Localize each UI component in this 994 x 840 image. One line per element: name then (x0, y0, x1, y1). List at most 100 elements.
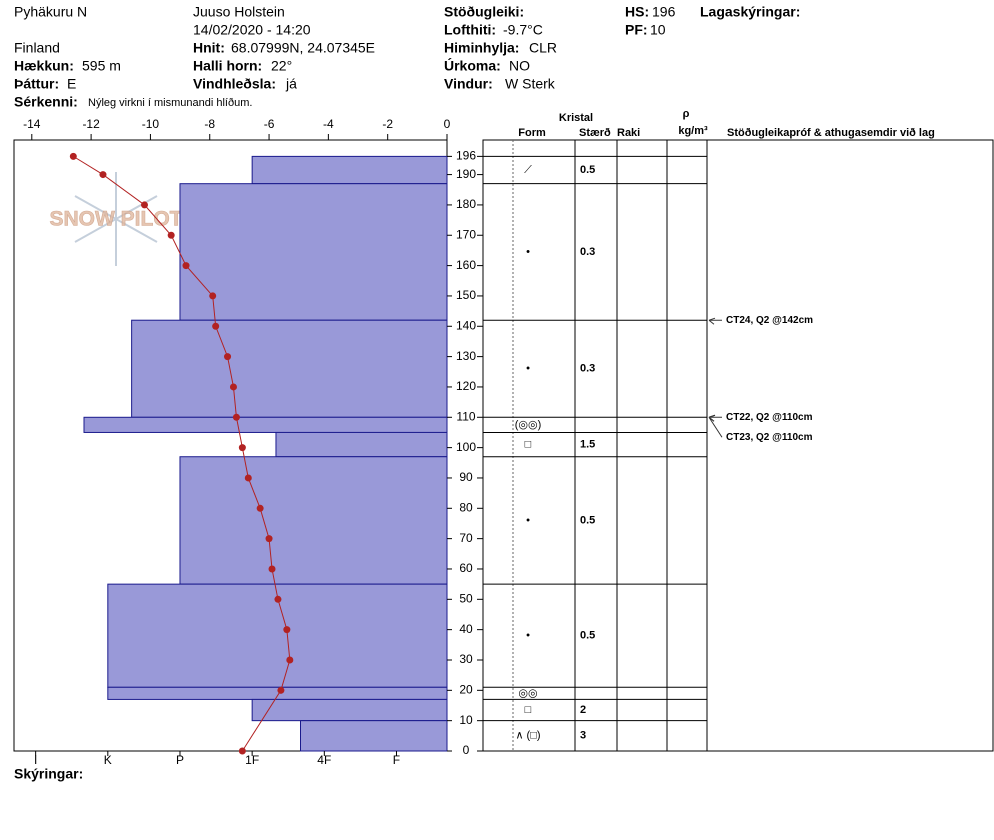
grain-form: □ (525, 438, 532, 450)
temperature-point (182, 262, 190, 270)
label: Sérkenni: (14, 94, 78, 110)
grain-form: ⟋ (524, 164, 532, 176)
y-tick-label: 50 (459, 591, 473, 605)
table-columns (512, 140, 708, 751)
label: Vindhleðsla: (193, 76, 276, 92)
hardness-label: K (104, 753, 112, 767)
hardness-bar (300, 720, 448, 752)
temperature-point (167, 231, 175, 239)
y-tick-label: 170 (456, 227, 476, 241)
grain-form: □ (525, 704, 532, 716)
y-tick-label: 90 (459, 470, 473, 484)
country: Finland (14, 40, 60, 56)
y-tick-label: 100 (456, 440, 476, 454)
watermark: SNOW PILOT (50, 208, 183, 231)
label: Lofthiti: (444, 22, 496, 38)
test-label: CT24, Q2 @142cm (726, 315, 813, 326)
x-tick-label: -10 (142, 117, 160, 131)
grain-form: (◎◎) (515, 419, 542, 431)
x-tick-label: -8 (204, 117, 215, 131)
value: já (285, 76, 297, 92)
datetime: 14/02/2020 - 14:20 (193, 22, 311, 38)
temperature-point (286, 656, 294, 664)
y-tick-label: 160 (456, 258, 476, 272)
temperature-point (140, 201, 148, 209)
label: Himinhylja: (444, 40, 519, 56)
y-tick-label: 30 (459, 652, 473, 666)
col-header: Kristal (559, 112, 593, 124)
y-tick-label: 10 (459, 713, 473, 727)
hardness-bar (179, 456, 448, 585)
y-tick-label: 110 (456, 409, 475, 423)
y-tick-label: 60 (459, 561, 473, 575)
temperature-point (238, 444, 246, 452)
x-tick-label: -12 (82, 117, 100, 131)
label: Úrkoma: (444, 57, 501, 74)
col-header: Form (518, 127, 546, 139)
y-tick-label: 130 (456, 349, 476, 363)
grain-size: 1.5 (580, 438, 595, 450)
temperature-point (238, 747, 246, 755)
y-tick-label: 140 (456, 318, 476, 332)
grain-size: 3 (580, 730, 586, 742)
grain-size: 0.5 (580, 514, 595, 526)
site: Pyhäkuru N (14, 4, 87, 20)
hardness-bar (107, 686, 448, 700)
grain-form: • (526, 363, 530, 375)
label: HS: (625, 4, 649, 20)
temperature-point (277, 686, 285, 694)
value: -9.7°C (503, 22, 543, 38)
hardness-bar (251, 698, 448, 722)
value: 22° (271, 58, 292, 74)
value: W Sterk (505, 76, 556, 92)
grain-form: • (526, 630, 530, 642)
y-tick-label: 196 (456, 149, 476, 163)
grain-form: ◎◎ (518, 687, 537, 699)
col-header: kg/m³ (678, 125, 708, 137)
grain-size: 2 (580, 704, 586, 716)
temperature-line (73, 155, 291, 752)
test-label: CT23, Q2 @110cm (726, 432, 813, 443)
grain-size: 0.3 (580, 363, 595, 375)
hardness-bar (251, 155, 448, 185)
value: 595 m (82, 58, 121, 74)
x-tick-label: -14 (23, 117, 41, 131)
grain-form: • (526, 246, 530, 258)
hardness-bar (83, 416, 448, 433)
hardness-label: 1F (245, 753, 259, 767)
hardness-label: P (176, 753, 184, 767)
temperature-point (209, 292, 217, 300)
table-frame (482, 139, 994, 752)
temperature-point (256, 504, 264, 512)
col-header: Stöðugleikapróf & athugasemdir við lag (727, 127, 935, 139)
value: 68.07999N, 24.07345E (231, 40, 375, 56)
hardness-label: F (393, 753, 400, 767)
y-tick-label: 0 (463, 743, 470, 757)
temperature-point (69, 152, 77, 160)
value: 10 (650, 22, 666, 38)
temperature-point (265, 535, 273, 543)
test-arrow (708, 414, 723, 438)
y-tick-label: 40 (459, 622, 473, 636)
grain-size: 0.3 (580, 246, 595, 258)
temperature-point (244, 474, 252, 482)
label: Hnit: (193, 40, 225, 56)
x-tick-label: -6 (264, 117, 275, 131)
grain-size: 0.5 (580, 164, 595, 176)
value: NO (509, 58, 530, 74)
x-tick-label: 0 (444, 117, 451, 131)
hardness-label: 4F (317, 753, 331, 767)
y-tick-label: 120 (456, 379, 476, 393)
temperature-point (268, 565, 276, 573)
observer: Juuso Holstein (193, 4, 285, 20)
temperature-point (99, 171, 107, 179)
temperature-point (224, 353, 232, 361)
hardness-label: I (34, 753, 37, 767)
label: Lagaskýringar: (700, 4, 800, 20)
grain-size: 0.5 (580, 630, 595, 642)
y-tick-label: 70 (459, 531, 473, 545)
hardness-bar (131, 319, 448, 418)
temperature-point (229, 383, 237, 391)
grain-form: ∧ (□) (515, 730, 540, 742)
